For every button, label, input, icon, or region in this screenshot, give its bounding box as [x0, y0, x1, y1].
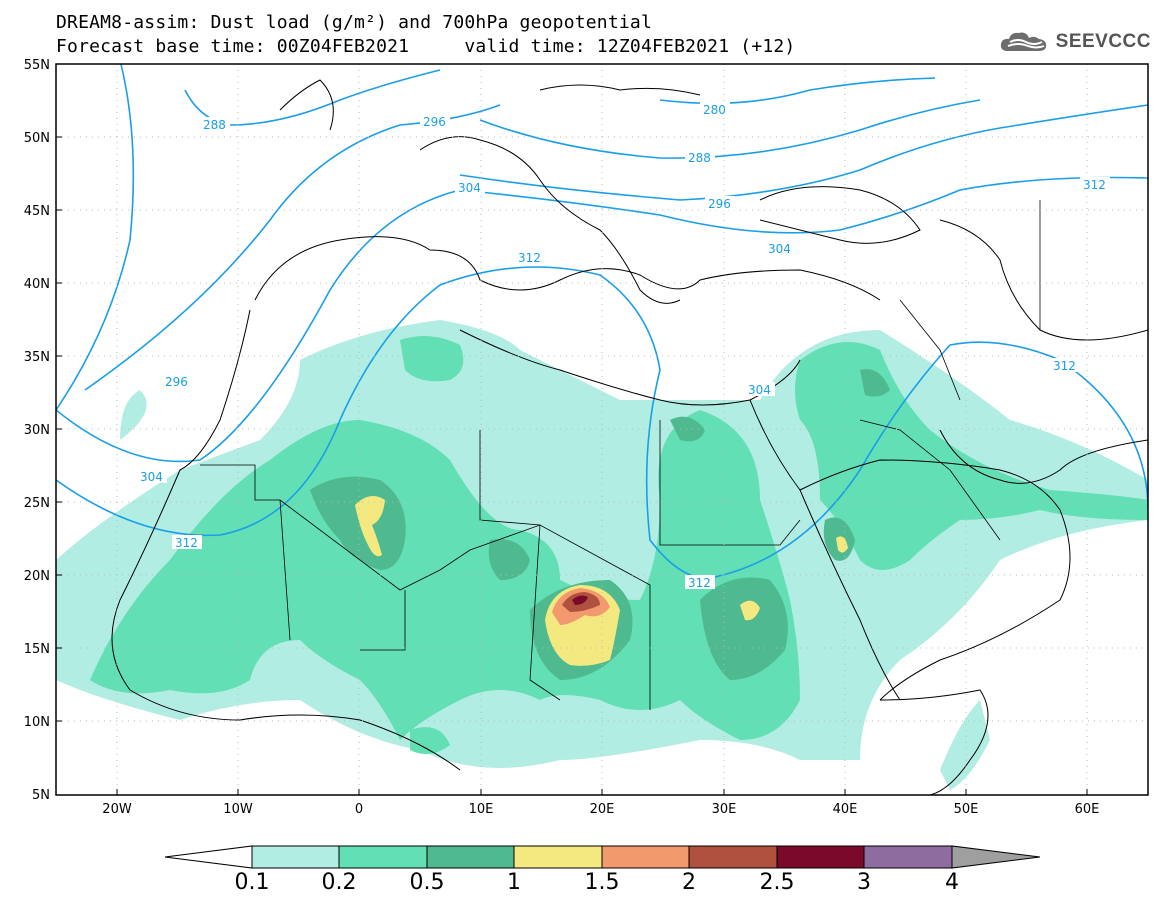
lat-label: 40N [24, 277, 50, 292]
colorbar-tick: 1.5 [584, 870, 620, 895]
contour-label: 296 [708, 197, 731, 211]
colorbar-high-arrow [951, 845, 1041, 869]
lat-label: 55N [24, 58, 50, 73]
map-title: DREAM8-assim: Dust load (g/m²) and 700hP… [56, 12, 652, 33]
lon-labels: 20W 10W 0 10E 20E 30E 40E 50E 60E [102, 802, 1099, 817]
colorbar-tick: 0.2 [321, 870, 357, 895]
lon-label: 10E [469, 802, 494, 817]
contour-label: 288 [203, 118, 226, 132]
colorbar-tick: 0.5 [409, 870, 445, 895]
cloud-icon [1000, 32, 1046, 51]
axis-ticks [56, 136, 1088, 795]
graticule [56, 64, 1148, 795]
contour-label: 312 [1053, 359, 1076, 373]
lat-label: 45N [24, 204, 50, 219]
colorbar-bin [776, 845, 865, 869]
contour-label: 296 [423, 115, 446, 129]
lat-label: 35N [24, 350, 50, 365]
lat-label: 25N [24, 496, 50, 511]
lat-label: 15N [24, 642, 50, 657]
colorbar-bin [688, 845, 778, 869]
lon-label: 10W [223, 802, 253, 817]
lon-label: 20E [590, 802, 615, 817]
lat-label: 30N [24, 423, 50, 438]
lat-label: 50N [24, 131, 50, 146]
lon-label: 60E [1075, 802, 1100, 817]
contour-labels: 288 296 304 312 280 288 296 304 312 304 … [137, 102, 1110, 590]
contour-label: 304 [140, 470, 163, 484]
colorbar-tick: 2.5 [759, 870, 795, 895]
lat-labels: 55N 50N 45N 40N 35N 30N 25N 20N 15N 10N … [24, 58, 50, 803]
lon-label: 50E [954, 802, 979, 817]
lon-label: 40E [833, 802, 858, 817]
contour-label: 304 [768, 242, 791, 256]
colorbar-bin [251, 845, 340, 869]
brand-text: SEEVCCC [1055, 31, 1151, 52]
colorbar-bin [513, 845, 603, 869]
contour-label: 304 [748, 383, 771, 397]
lat-label: 10N [24, 715, 50, 730]
contour-label: 304 [458, 181, 481, 195]
colorbar-bin [863, 845, 953, 869]
lon-label: 20W [102, 802, 132, 817]
colorbar-bin [426, 845, 515, 869]
contour-label: 288 [688, 151, 711, 165]
lat-label: 5N [32, 788, 50, 803]
brand-logo: SEEVCCC [998, 28, 1151, 56]
colorbar-bin [338, 845, 428, 869]
lon-label: 0 [355, 802, 363, 817]
colorbar-tick: 1 [507, 870, 521, 895]
colorbar-tick: 0.1 [234, 870, 270, 895]
contour-label: 296 [165, 375, 188, 389]
contour-label: 312 [175, 536, 198, 550]
country-borders [200, 200, 1041, 710]
contour-label: 312 [688, 576, 711, 590]
contour-label: 280 [703, 103, 726, 117]
colorbar-bin [601, 845, 690, 869]
colorbar-tick: 2 [682, 870, 696, 895]
map-area: 288 296 304 312 280 288 296 304 312 304 … [56, 64, 1148, 795]
lat-label: 20N [24, 569, 50, 584]
lon-label: 30E [712, 802, 737, 817]
colorbar-tick: 3 [857, 870, 871, 895]
contour-label: 312 [518, 251, 541, 265]
contour-label: 312 [1083, 178, 1106, 192]
forecast-time-line: Forecast base time: 00Z04FEB2021 valid t… [56, 36, 796, 57]
colorbar-low-arrow [164, 845, 253, 869]
colorbar [164, 845, 1041, 869]
colorbar-tick: 4 [945, 870, 959, 895]
